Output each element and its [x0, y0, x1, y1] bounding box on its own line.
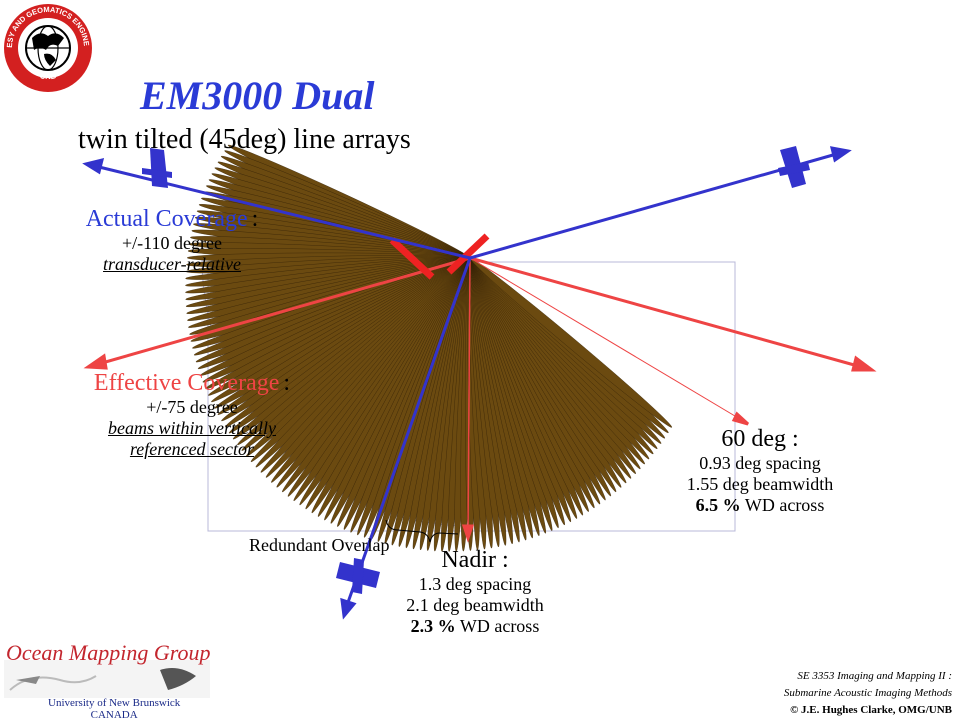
page-subtitle: twin tilted (45deg) line arrays: [78, 124, 411, 155]
copyright-line: © J.E. Hughes Clarke, OMG/UNB: [790, 704, 952, 716]
beam-fan: [185, 144, 673, 552]
transducer-icon-right: [778, 146, 810, 188]
nadir-across: WD across: [455, 616, 540, 636]
page-title: EM3000 Dual: [140, 73, 375, 118]
university-name: University of New Brunswick: [48, 697, 181, 709]
effective-coverage-note-2: referenced sector: [129, 439, 255, 459]
sixty-deg-block: 60 deg : 0.93 deg spacing 1.55 deg beamw…: [660, 426, 860, 516]
nadir-heading: Nadir :: [441, 547, 509, 573]
course-line-1: SE 3353 Imaging and Mapping II :: [797, 670, 952, 682]
sixty-deg-percent: 6.5 %: [695, 495, 741, 515]
transducer-icon-left: [142, 148, 172, 188]
sixty-deg-beamwidth: 1.55 deg beamwidth: [686, 474, 834, 494]
sixty-deg-heading: 60 deg :: [721, 426, 799, 452]
university-label: University of New Brunswick CANADA: [48, 697, 180, 721]
svg-text:GEODESY AND GEOMATICS ENGINEER: GEODESY AND GEOMATICS ENGINEERING: [0, 0, 91, 48]
transducer-icon-bottom: [336, 558, 380, 594]
effective-coverage-colon: :: [283, 370, 291, 396]
globe-icon: [25, 25, 71, 71]
logo-container: GEODESY AND GEOMATICS ENGINEERING UNB: [0, 0, 96, 96]
sixty-deg-spacing: 0.93 deg spacing: [699, 453, 821, 473]
course-credit: SE 3353 Imaging and Mapping II : Submari…: [784, 668, 952, 719]
effective-coverage-range: +/-75 degree: [146, 397, 238, 417]
effective-coverage-block: Effective Coverage : +/-75 degree beams …: [72, 370, 312, 460]
actual-coverage-heading: Actual Coverage: [85, 206, 248, 232]
effective-coverage-heading: Effective Coverage: [93, 370, 280, 396]
actual-coverage-block: Actual Coverage : +/-110 degree transduc…: [62, 206, 282, 275]
redundant-overlap-label: Redundant Overlap: [249, 535, 390, 555]
nadir-percent: 2.3 %: [410, 616, 456, 636]
ocean-mapping-group-label: Ocean Mapping Group: [6, 640, 211, 665]
actual-coverage-range: +/-110 degree: [122, 233, 222, 253]
nadir-spacing: 1.3 deg spacing: [418, 574, 532, 594]
nadir-block: Nadir : 1.3 deg spacing 2.1 deg beamwidt…: [375, 547, 575, 637]
effective-coverage-lines: [83, 256, 877, 543]
university-country: CANADA: [90, 709, 138, 721]
logo-text-ring: GEODESY AND GEOMATICS ENGINEERING UNB: [0, 0, 91, 81]
effective-coverage-note-1: beams within vertically: [108, 418, 276, 438]
course-line-2: Submarine Acoustic Imaging Methods: [783, 687, 952, 699]
transducer-bars: [389, 233, 490, 280]
overlap-brace: [385, 519, 459, 543]
actual-coverage-note: transducer-relative: [103, 254, 241, 274]
footer-graphic: [4, 660, 210, 698]
actual-coverage-colon: :: [251, 206, 259, 232]
svg-text:UNB: UNB: [39, 71, 57, 81]
nadir-beamwidth: 2.1 deg beamwidth: [406, 595, 544, 615]
sixty-deg-across: WD across: [740, 495, 825, 515]
ggeng-logo: [4, 4, 92, 92]
